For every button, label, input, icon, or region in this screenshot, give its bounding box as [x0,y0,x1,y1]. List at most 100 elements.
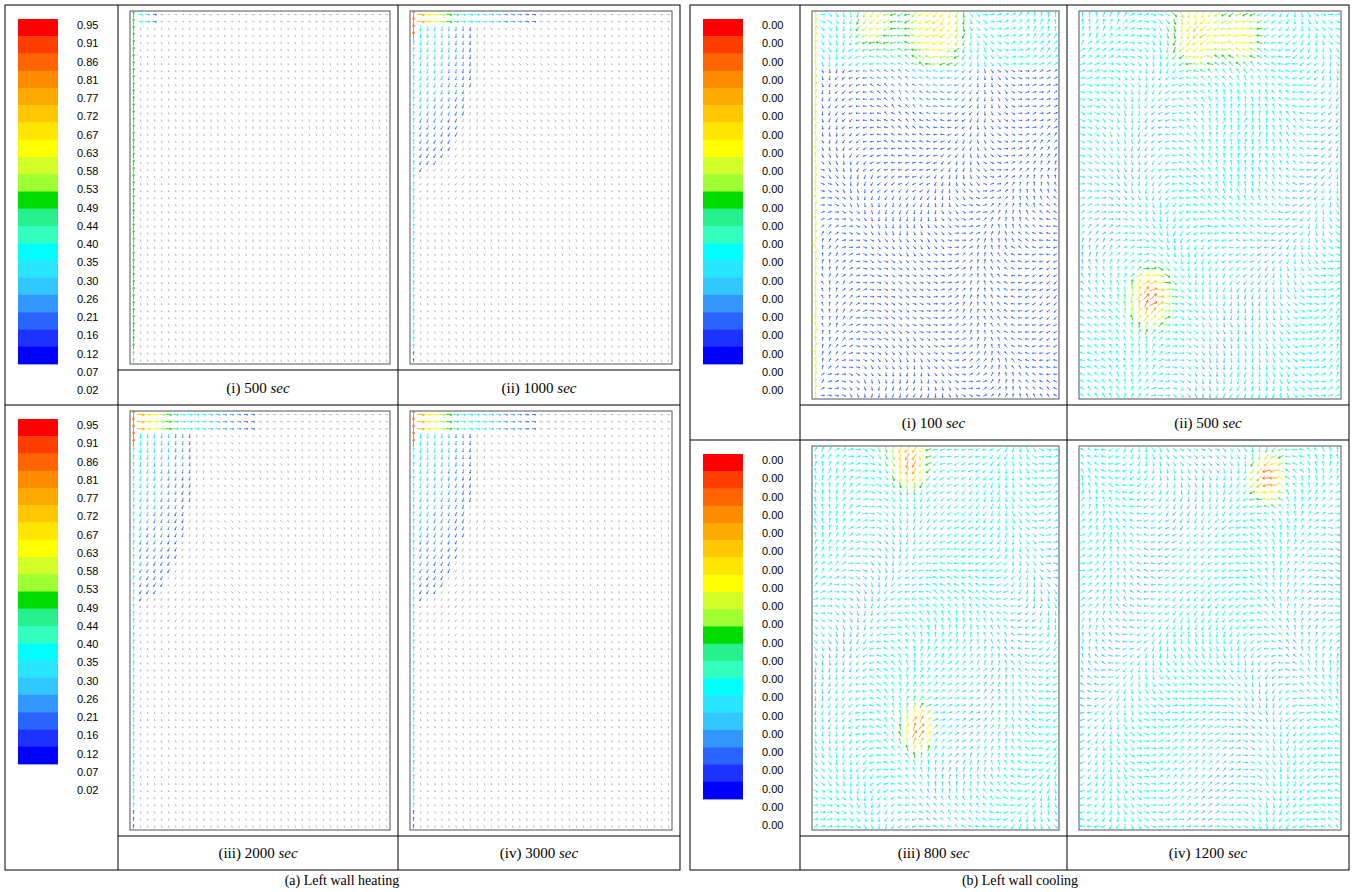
colorbar-tick-label: 0.95 [77,419,98,431]
table-border [118,370,680,371]
velocity-vectors [905,453,924,737]
velocity-vectors [151,414,158,430]
colorbar-swatch [703,489,743,507]
velocity-vectors [892,449,931,758]
colorbar-swatch [18,712,58,730]
colorbar-swatch [703,678,743,696]
colorbar-tick-label: 0.00 [762,110,783,122]
colorbar-tick-label: 0.02 [77,784,98,796]
colorbar-swatch [703,471,743,489]
colorbar-tick-label: 0.26 [77,293,98,305]
colorbar-swatch [703,243,743,261]
colorbar-tick-label: 0.00 [762,527,783,539]
colorbar-swatch [18,243,58,261]
colorbar-swatch [703,609,743,627]
vector-field [813,446,1058,829]
colorbar-swatch [18,88,58,106]
velocity-vectors [815,526,1058,828]
velocity-vectors [453,14,459,23]
colorbar-tick-label: 0.00 [762,293,783,305]
velocity-vectors [1263,463,1277,494]
velocity-vectors [138,14,143,23]
velocity-vectors [153,14,157,22]
colorbar-swatch [18,678,58,696]
colorbar-swatch [18,192,58,210]
colorbar-swatch [18,454,58,472]
colorbar-swatch [703,540,743,558]
colorbar-tick-label: 0.00 [762,600,783,612]
vector-field [412,11,669,362]
colorbar-swatch [18,329,58,347]
velocity-vectors [461,14,466,23]
colorbar-swatch [703,730,743,748]
colorbar-tick-label: 0.81 [77,74,98,86]
colorbar-tick-label: 0.00 [762,56,783,68]
velocity-vectors [1131,13,1263,335]
colorbar-tick-label: 0.44 [77,220,98,232]
colorbar-swatch [703,695,743,713]
colorbar-tick-label: 0.95 [77,19,98,31]
colorbar-swatch [703,278,743,296]
cavity-frame [1079,11,1341,399]
colorbar-tick-label: 0.26 [77,693,98,705]
cavity-frame [812,11,1059,399]
velocity-vectors [166,414,172,430]
colorbar-tick-label: 0.07 [77,366,98,378]
colorbar-tick-label: 0.21 [77,711,98,723]
colorbar-swatch [703,54,743,72]
colorbar-swatch [703,71,743,89]
panel-caption: (i) 500 sec [226,380,290,397]
colorbar-tick-label: 0.00 [762,92,783,104]
table-border [690,440,1349,441]
colorbar-swatch [703,329,743,347]
colorbar-tick-label: 0.00 [762,655,783,667]
colorbar-swatch [703,506,743,524]
velocity-vectors [420,414,670,827]
colorbar-tick-label: 0.91 [77,37,98,49]
colorbar-tick-label: 0.00 [762,329,783,341]
velocity-vectors [1124,20,1262,335]
velocity-vectors [173,414,179,430]
velocity-vectors [1144,294,1158,308]
velocity-vectors [1263,470,1271,479]
panel-caption: (iii) 800 sec [898,845,970,862]
velocity-vectors [453,414,459,430]
colorbar-tick-label: 0.00 [762,202,783,214]
colorbar-swatch [703,558,743,576]
colorbar-tick-label: 0.16 [77,729,98,741]
velocity-vectors [424,14,431,23]
colorbar-swatch [18,36,58,54]
colorbar-swatch [18,174,58,192]
colorbar-swatch [703,454,743,472]
colorbar-tick-label: 0.00 [762,220,783,232]
colorbar-tick-label: 0.91 [77,437,98,449]
vector-field [814,11,1058,398]
colorbar-tick-label: 0.00 [762,801,783,813]
colorbar-tick-label: 0.53 [77,583,98,595]
colorbar-swatch [18,540,58,558]
vector-field [132,411,387,828]
velocity-vectors [1256,461,1283,493]
velocity-vectors [862,12,958,65]
colorbar-swatch [703,105,743,123]
colorbar-swatch [703,19,743,37]
velocity-vectors [137,414,145,431]
velocity-vectors [446,14,452,23]
colorbar-tick-label: 0.86 [77,56,98,68]
colorbar-tick-label: 0.77 [77,492,98,504]
colorbar-tick-label: 0.44 [77,620,98,632]
colorbar-tick-label: 0.00 [762,454,783,466]
velocity-vectors [140,414,388,827]
colorbar-tick-label: 0.00 [762,165,783,177]
velocity-vectors [413,14,480,349]
group-caption: (b) Left wall cooling [962,873,1078,889]
colorbar-tick-label: 0.81 [77,474,98,486]
table-border [5,5,680,870]
colorbar-tick-label: 0.00 [762,582,783,594]
colorbar-tick-label: 0.86 [77,456,98,468]
colorbar-swatch [703,174,743,192]
colorbar-tick-label: 0.00 [762,183,783,195]
vector-field [412,411,669,828]
colorbar-tick-label: 0.00 [762,74,783,86]
colorbar-swatch [703,661,743,679]
